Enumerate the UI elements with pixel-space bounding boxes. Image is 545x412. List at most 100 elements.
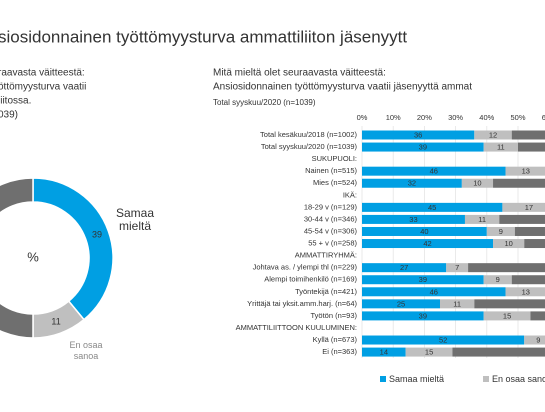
data-label: 39: [419, 275, 427, 284]
data-label: 52: [439, 336, 447, 345]
bar-segment: [405, 347, 453, 357]
bar-segment: [362, 202, 503, 212]
x-tick-label: 50%: [510, 113, 525, 122]
bar-segment: [483, 311, 531, 321]
data-label: 33: [409, 215, 417, 224]
bar-segment: [511, 275, 545, 285]
bar-segment: [362, 287, 506, 297]
bar-segment: [362, 166, 506, 176]
bar-segment: [486, 226, 515, 236]
bar-segment: [499, 214, 545, 224]
bar-segment: [452, 347, 545, 357]
y-tick-label: Työtön (n=93): [311, 311, 358, 320]
bar-segment: [524, 239, 545, 249]
bar-segment: [514, 226, 545, 236]
data-label: 11: [478, 215, 486, 224]
x-tick-label: 20%: [417, 113, 432, 122]
data-label: 46: [430, 287, 438, 296]
bar-segment: [502, 202, 545, 212]
legend-label: En osaa sanoa: [492, 374, 545, 384]
data-label: 10: [504, 239, 512, 248]
y-tick-label: AMMATTIRYHMÄ:: [295, 251, 357, 260]
chart-title: Mitä mieltä olet seuraavasta väitteestä:: [213, 68, 386, 79]
bar-segment: [362, 335, 525, 345]
bar-segment: [511, 130, 545, 140]
y-tick-label: Johtava as. / ylempi thl (n=229): [253, 263, 358, 272]
chart-note: Total syyskuu/2020 (n=1039): [213, 98, 316, 107]
bar-segment: [464, 214, 500, 224]
donut-subtitle: raavasta väitteestä:: [0, 68, 85, 79]
data-label: 9: [536, 336, 540, 345]
legend-swatch: [483, 376, 489, 382]
x-tick-label: 60%: [542, 113, 545, 122]
bar-segment: [474, 130, 512, 140]
data-label: 17: [525, 203, 533, 212]
donut-subtitle: liitossa.: [0, 96, 31, 107]
data-label: 15: [425, 348, 433, 357]
data-label: 15: [503, 311, 511, 320]
bar-segment: [362, 275, 484, 285]
chart-subtitle: Ansiosidonnainen työttömyysturva vaatii …: [213, 82, 472, 93]
y-tick-label: 55 + v (n=258): [308, 239, 357, 248]
y-tick-label: Total syyskuu/2020 (n=1039): [261, 142, 358, 151]
y-tick-label: Kyllä (n=673): [313, 335, 358, 344]
bar-segment: [362, 263, 447, 273]
donut-slice: [32, 177, 114, 321]
data-label: 12: [489, 130, 497, 139]
data-label: 9: [496, 275, 500, 284]
bar-segment: [468, 263, 545, 273]
bar-segment: [461, 178, 494, 188]
bar-segment: [530, 311, 545, 321]
bar-segment: [362, 178, 462, 188]
bar-segment: [483, 142, 518, 152]
y-tick-label: Ei (n=363): [322, 347, 357, 356]
bar-segment: [440, 299, 475, 309]
bar-segment: [524, 335, 545, 345]
data-label: 7: [455, 263, 459, 272]
y-tick-label: Nainen (n=515): [305, 166, 357, 175]
bar-segment: [362, 299, 440, 309]
bar-segment: [362, 347, 406, 357]
donut-slice: [0, 177, 34, 339]
data-label: 27: [400, 263, 408, 272]
y-tick-label: 18-29 v (n=129): [304, 202, 358, 211]
donut-center: %: [27, 249, 39, 264]
y-tick-label: 30-44 v (n=346): [304, 214, 358, 223]
y-tick-label: IKÄ:: [343, 190, 357, 199]
y-tick-label: Mies (n=524): [313, 178, 357, 187]
bar-segment: [505, 287, 545, 297]
data-label: 45: [428, 203, 436, 212]
bar-segment: [362, 214, 465, 224]
y-tick-label: AMMATTILIITTOON KUULUMINEN:: [236, 323, 357, 332]
x-tick-label: 30%: [448, 113, 463, 122]
y-tick-label: Työntekijä (n=421): [295, 287, 357, 296]
y-tick-label: Yrittäjä tai yksit.amm.harj. (n=64): [247, 299, 357, 308]
legend-label: Samaa mieltä: [389, 374, 444, 384]
bar-segment: [483, 275, 512, 285]
bar-segment: [362, 311, 484, 321]
x-tick-label: 40%: [479, 113, 494, 122]
donut-subtitle: öttömyysturva vaatii: [0, 82, 86, 93]
data-label: 11: [497, 143, 505, 152]
data-label: 10: [473, 179, 481, 188]
data-label: 13: [522, 287, 530, 296]
data-label: 39: [419, 311, 427, 320]
donut-label: En osaa sanoa: [69, 340, 103, 361]
donut-subtitle: 039): [0, 110, 18, 121]
bar-segment: [518, 142, 545, 152]
bar-segment: [474, 299, 545, 309]
data-label: 9: [499, 227, 503, 236]
data-label: 11: [453, 299, 461, 308]
data-label: 32: [408, 179, 416, 188]
bar-segment: [493, 178, 545, 188]
data-label: 25: [397, 299, 405, 308]
y-tick-label: 45-54 v (n=306): [304, 226, 358, 235]
bar-segment: [505, 166, 545, 176]
data-label: 46: [430, 167, 438, 176]
bar-segment: [362, 142, 484, 152]
bar-segment: [362, 226, 487, 236]
data-label: 14: [380, 348, 388, 357]
y-tick-label: Total kesäkuu/2018 (n=1002): [260, 130, 357, 139]
